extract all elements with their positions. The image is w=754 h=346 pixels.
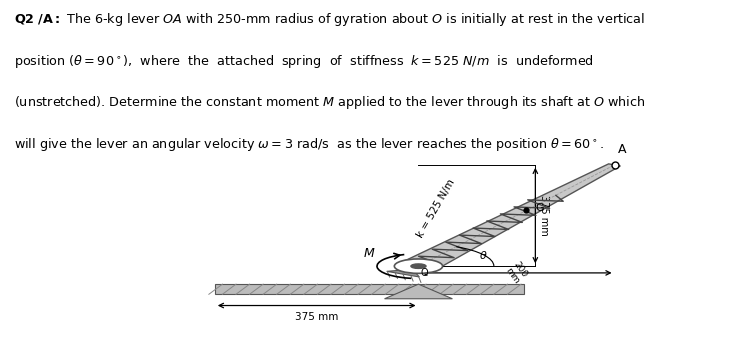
Text: (unstretched). Determine the constant moment $M$ applied to the lever through it: (unstretched). Determine the constant mo… [14, 94, 645, 111]
Polygon shape [385, 284, 452, 299]
Text: k = 525 N/m: k = 525 N/m [415, 177, 456, 240]
Text: G: G [535, 203, 544, 213]
Circle shape [394, 259, 443, 273]
Text: 375 mm: 375 mm [539, 195, 549, 236]
Polygon shape [387, 269, 419, 277]
Text: position ($\theta = 90^\circ$),  where  the  attached  spring  of  stiffness  $k: position ($\theta = 90^\circ$), where th… [14, 53, 593, 70]
Text: A: A [618, 143, 627, 156]
Polygon shape [400, 164, 621, 269]
Circle shape [411, 264, 426, 268]
Text: 375 mm: 375 mm [295, 312, 339, 322]
Text: $\theta$: $\theta$ [479, 249, 487, 261]
Text: O: O [421, 268, 428, 278]
Text: M: M [364, 247, 375, 260]
Bar [215, 284, 524, 294]
Text: will give the lever an angular velocity $\omega = 3\ \mathrm{rad/s}$  as the lev: will give the lever an angular velocity … [14, 136, 604, 153]
Text: 200
mm: 200 mm [504, 260, 529, 286]
Text: $\mathbf{Q2\ /A:}$ The 6-kg lever $OA$ with 250-mm radius of gyration about $O$ : $\mathbf{Q2\ /A:}$ The 6-kg lever $OA$ w… [14, 11, 645, 28]
